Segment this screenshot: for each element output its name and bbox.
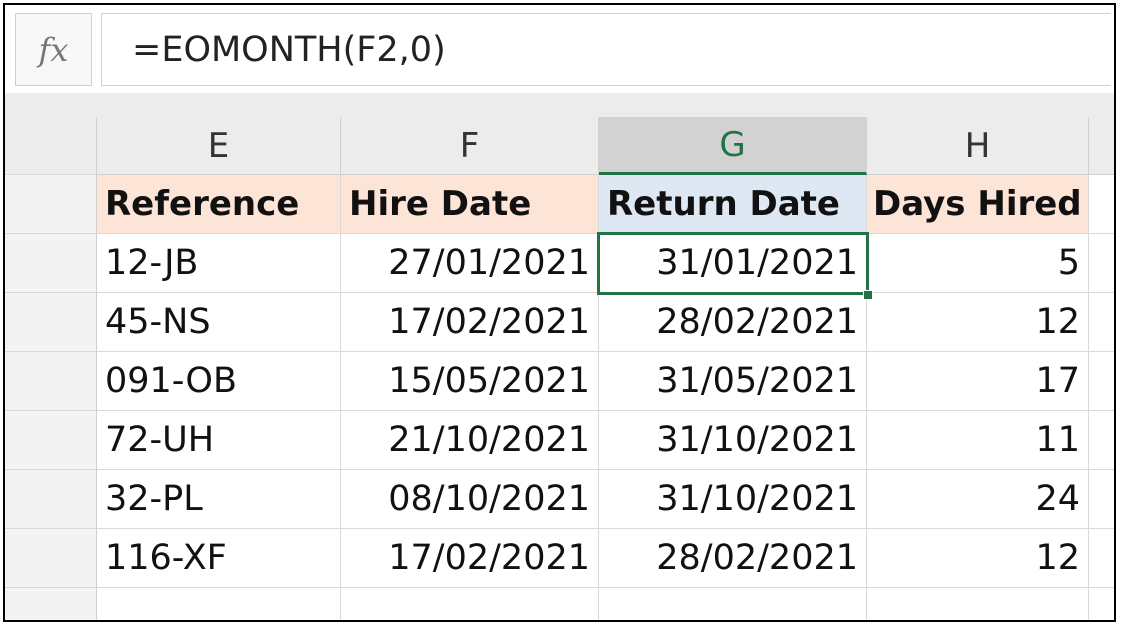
toolbar-gap bbox=[5, 93, 1114, 117]
cell[interactable] bbox=[1089, 234, 1114, 293]
column-header-h[interactable]: H bbox=[867, 117, 1089, 175]
row-header[interactable] bbox=[5, 411, 96, 470]
row-number-column bbox=[5, 117, 97, 620]
cell-days-hired[interactable]: 5 bbox=[867, 234, 1089, 293]
cell-reference[interactable]: 32-PL bbox=[97, 470, 341, 529]
cell[interactable] bbox=[867, 588, 1089, 620]
cell-days-hired[interactable]: 11 bbox=[867, 411, 1089, 470]
column-header-next[interactable] bbox=[1089, 117, 1114, 175]
worksheet-grid: E F G H Reference Hire Date Return Date … bbox=[5, 117, 1114, 620]
cell-reference[interactable]: 72-UH bbox=[97, 411, 341, 470]
cell-hire-date[interactable]: 27/01/2021 bbox=[341, 234, 599, 293]
insert-function-button[interactable]: fx bbox=[15, 13, 92, 86]
row-header[interactable] bbox=[5, 234, 96, 293]
cell-days-hired[interactable]: 24 bbox=[867, 470, 1089, 529]
row-header[interactable] bbox=[5, 529, 96, 588]
cell-reference[interactable]: 116-XF bbox=[97, 529, 341, 588]
fill-handle[interactable] bbox=[863, 290, 873, 300]
cell-days-hired[interactable]: 12 bbox=[867, 529, 1089, 588]
cell-hire-date-header[interactable]: Hire Date bbox=[341, 175, 599, 234]
cell-reference-header[interactable]: Reference bbox=[97, 175, 341, 234]
cell-reference[interactable]: 45-NS bbox=[97, 293, 341, 352]
cell-hire-date[interactable]: 08/10/2021 bbox=[341, 470, 599, 529]
cell[interactable] bbox=[1089, 293, 1114, 352]
cell-hire-date[interactable]: 15/05/2021 bbox=[341, 352, 599, 411]
cell-return-date[interactable]: 31/10/2021 bbox=[599, 411, 867, 470]
cell[interactable] bbox=[1089, 470, 1114, 529]
cell[interactable] bbox=[1089, 175, 1114, 234]
fx-icon: fx bbox=[38, 30, 69, 69]
spreadsheet-window: fx =EOMONTH(F2,0) E F G H Reference Hire… bbox=[3, 3, 1116, 622]
row-header[interactable] bbox=[5, 175, 96, 234]
cell-days-hired[interactable]: 17 bbox=[867, 352, 1089, 411]
cell[interactable] bbox=[97, 588, 341, 620]
column-header-g[interactable]: G bbox=[599, 117, 867, 175]
cell-reference[interactable]: 12-JB bbox=[97, 234, 341, 293]
cell-hire-date[interactable]: 17/02/2021 bbox=[341, 293, 599, 352]
row-header[interactable] bbox=[5, 293, 96, 352]
formula-bar: fx =EOMONTH(F2,0) bbox=[5, 5, 1114, 94]
row-header[interactable] bbox=[5, 470, 96, 529]
column-header-e[interactable]: E bbox=[97, 117, 341, 175]
formula-text: =EOMONTH(F2,0) bbox=[132, 30, 446, 70]
cell-return-date-header[interactable]: Return Date bbox=[599, 175, 867, 234]
cell-days-hired-header[interactable]: Days Hired bbox=[867, 175, 1089, 234]
cell-return-date[interactable]: 31/05/2021 bbox=[599, 352, 867, 411]
cell[interactable] bbox=[1089, 352, 1114, 411]
cell-reference[interactable]: 091-OB bbox=[97, 352, 341, 411]
cell-hire-date[interactable]: 21/10/2021 bbox=[341, 411, 599, 470]
select-all-corner[interactable] bbox=[5, 117, 96, 175]
cell-hire-date[interactable]: 17/02/2021 bbox=[341, 529, 599, 588]
cell[interactable] bbox=[1089, 411, 1114, 470]
column-header-f[interactable]: F bbox=[341, 117, 599, 175]
cell-return-date[interactable]: 31/10/2021 bbox=[599, 470, 867, 529]
cell-return-date[interactable]: 28/02/2021 bbox=[599, 529, 867, 588]
cell-days-hired[interactable]: 12 bbox=[867, 293, 1089, 352]
formula-input[interactable]: =EOMONTH(F2,0) bbox=[101, 13, 1111, 86]
row-header[interactable] bbox=[5, 352, 96, 411]
cell-return-date[interactable]: 28/02/2021 bbox=[599, 293, 867, 352]
cell-return-date-selected[interactable]: 31/01/2021 bbox=[599, 234, 867, 293]
cell[interactable] bbox=[599, 588, 867, 620]
cell[interactable] bbox=[1089, 529, 1114, 588]
row-header[interactable] bbox=[5, 588, 96, 620]
cell[interactable] bbox=[341, 588, 599, 620]
